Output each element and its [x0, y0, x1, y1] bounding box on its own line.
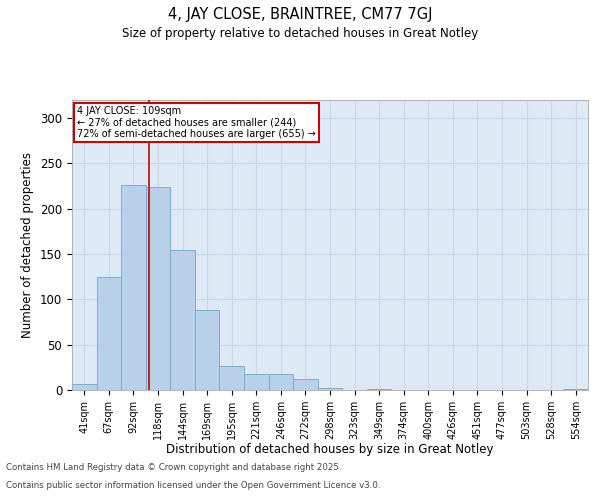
Bar: [170, 250, 195, 390]
Bar: [72, 384, 97, 390]
Bar: [367, 389, 391, 390]
Bar: [195, 310, 220, 390]
Bar: [244, 374, 269, 390]
Text: Contains public sector information licensed under the Open Government Licence v3: Contains public sector information licen…: [6, 481, 380, 490]
Text: Distribution of detached houses by size in Great Notley: Distribution of detached houses by size …: [166, 442, 494, 456]
Bar: [269, 374, 293, 390]
Bar: [121, 185, 146, 390]
Bar: [97, 276, 121, 390]
Bar: [293, 379, 318, 390]
Text: 4, JAY CLOSE, BRAINTREE, CM77 7GJ: 4, JAY CLOSE, BRAINTREE, CM77 7GJ: [168, 8, 432, 22]
Text: Size of property relative to detached houses in Great Notley: Size of property relative to detached ho…: [122, 28, 478, 40]
Bar: [563, 389, 588, 390]
Text: Contains HM Land Registry data © Crown copyright and database right 2025.: Contains HM Land Registry data © Crown c…: [6, 464, 341, 472]
Bar: [318, 388, 342, 390]
Bar: [220, 366, 244, 390]
Bar: [146, 187, 170, 390]
Text: 4 JAY CLOSE: 109sqm
← 27% of detached houses are smaller (244)
72% of semi-detac: 4 JAY CLOSE: 109sqm ← 27% of detached ho…: [77, 106, 316, 139]
Y-axis label: Number of detached properties: Number of detached properties: [22, 152, 34, 338]
